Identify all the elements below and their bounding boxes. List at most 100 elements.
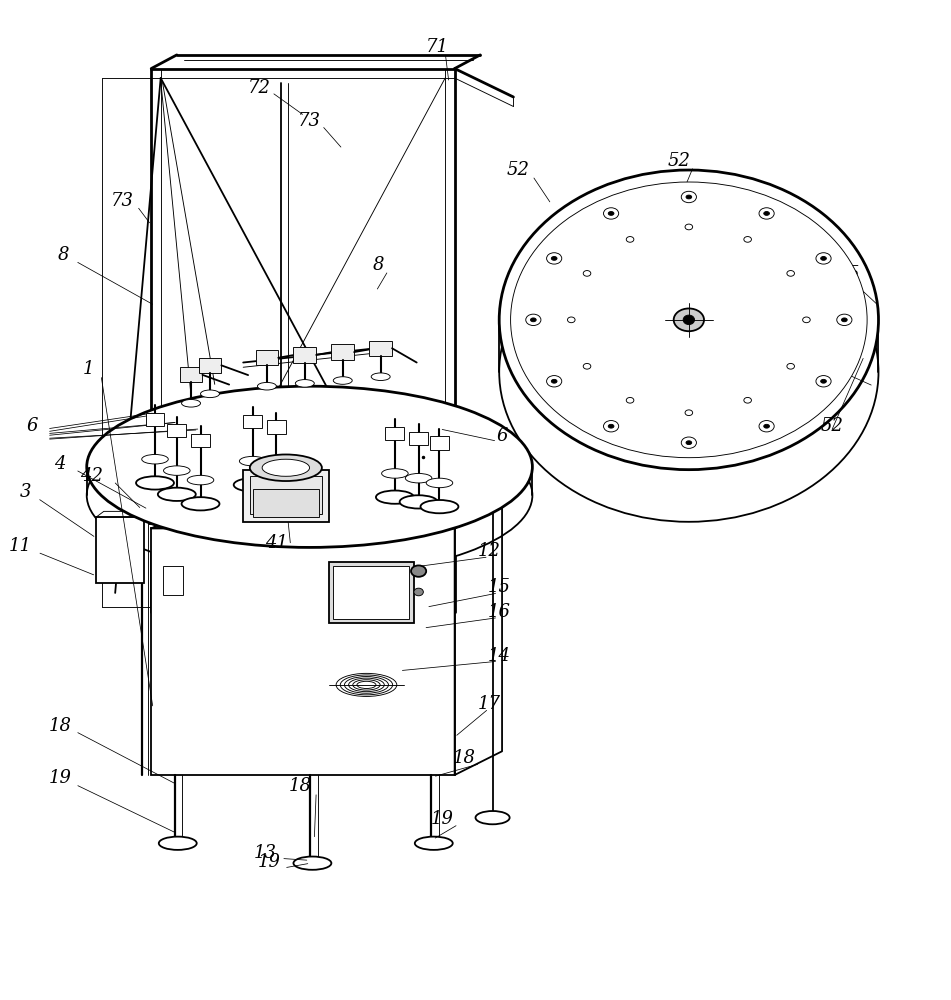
- Ellipse shape: [499, 222, 879, 522]
- Ellipse shape: [262, 459, 310, 476]
- Ellipse shape: [604, 208, 619, 219]
- Ellipse shape: [685, 410, 692, 416]
- Text: 14: 14: [488, 647, 511, 665]
- Text: 71: 71: [426, 38, 449, 56]
- Ellipse shape: [604, 421, 619, 432]
- Bar: [328, 562, 414, 623]
- Ellipse shape: [816, 253, 831, 264]
- Ellipse shape: [842, 318, 847, 322]
- Ellipse shape: [552, 379, 557, 383]
- Bar: [180, 367, 203, 382]
- Ellipse shape: [420, 500, 458, 513]
- Ellipse shape: [744, 237, 751, 242]
- Ellipse shape: [240, 456, 266, 466]
- Ellipse shape: [258, 382, 277, 390]
- Ellipse shape: [547, 376, 562, 387]
- Bar: [253, 489, 319, 517]
- Ellipse shape: [837, 314, 852, 326]
- Ellipse shape: [87, 386, 533, 547]
- Ellipse shape: [142, 454, 168, 464]
- Bar: [409, 432, 428, 445]
- Ellipse shape: [414, 588, 423, 596]
- Ellipse shape: [201, 390, 220, 398]
- Ellipse shape: [399, 495, 437, 509]
- Bar: [163, 566, 184, 595]
- Bar: [167, 424, 186, 437]
- Ellipse shape: [476, 811, 510, 824]
- Bar: [199, 358, 222, 373]
- Text: 5: 5: [847, 265, 859, 283]
- Ellipse shape: [159, 837, 197, 850]
- Text: 51: 51: [595, 421, 618, 439]
- Text: 13: 13: [254, 844, 277, 862]
- Text: 52: 52: [821, 417, 844, 435]
- Text: 19: 19: [49, 769, 71, 787]
- Text: 4: 4: [54, 455, 66, 473]
- Ellipse shape: [294, 857, 331, 870]
- Ellipse shape: [376, 491, 414, 504]
- Ellipse shape: [786, 363, 794, 369]
- Bar: [250, 476, 321, 514]
- Ellipse shape: [821, 257, 826, 260]
- Ellipse shape: [583, 363, 591, 369]
- Ellipse shape: [744, 397, 751, 403]
- Ellipse shape: [609, 424, 614, 428]
- Text: 17: 17: [478, 695, 501, 713]
- Bar: [146, 413, 165, 426]
- Ellipse shape: [405, 473, 432, 483]
- Ellipse shape: [627, 237, 634, 242]
- Text: 41: 41: [265, 534, 288, 552]
- Text: 52: 52: [507, 161, 530, 179]
- Ellipse shape: [333, 377, 352, 384]
- Bar: [267, 420, 286, 434]
- Text: 18: 18: [453, 749, 476, 767]
- Ellipse shape: [686, 441, 691, 445]
- Ellipse shape: [821, 379, 826, 383]
- Ellipse shape: [250, 454, 321, 481]
- Text: 6: 6: [26, 417, 37, 435]
- Bar: [256, 350, 279, 365]
- Ellipse shape: [547, 253, 562, 264]
- Ellipse shape: [258, 484, 296, 497]
- Bar: [331, 344, 354, 360]
- Ellipse shape: [816, 376, 831, 387]
- Ellipse shape: [583, 271, 591, 276]
- Ellipse shape: [415, 837, 453, 850]
- Bar: [148, 505, 172, 524]
- Text: 3: 3: [19, 483, 30, 501]
- Text: 18: 18: [288, 777, 312, 795]
- Bar: [243, 470, 328, 522]
- Text: 15: 15: [488, 578, 511, 596]
- Bar: [294, 347, 316, 363]
- Ellipse shape: [627, 397, 634, 403]
- Ellipse shape: [182, 497, 220, 510]
- Ellipse shape: [609, 212, 614, 215]
- Ellipse shape: [526, 314, 541, 326]
- Ellipse shape: [164, 466, 190, 475]
- Ellipse shape: [531, 318, 536, 322]
- Ellipse shape: [296, 380, 314, 387]
- Ellipse shape: [426, 478, 453, 488]
- Ellipse shape: [681, 191, 696, 203]
- Text: 72: 72: [248, 79, 271, 97]
- Text: 1: 1: [83, 360, 94, 378]
- Bar: [333, 566, 409, 619]
- Ellipse shape: [136, 476, 174, 490]
- Bar: [243, 415, 262, 428]
- Ellipse shape: [686, 195, 691, 199]
- Text: 73: 73: [111, 192, 134, 210]
- Ellipse shape: [381, 469, 408, 478]
- Text: 9: 9: [832, 354, 844, 372]
- Ellipse shape: [234, 478, 272, 491]
- Ellipse shape: [182, 399, 201, 407]
- Text: 19: 19: [258, 853, 281, 871]
- Ellipse shape: [759, 208, 774, 219]
- Ellipse shape: [764, 424, 769, 428]
- Ellipse shape: [499, 170, 879, 470]
- Text: 18: 18: [49, 717, 71, 735]
- Bar: [96, 517, 144, 583]
- Text: 11: 11: [9, 537, 31, 555]
- Ellipse shape: [786, 271, 794, 276]
- Ellipse shape: [511, 182, 867, 458]
- Ellipse shape: [263, 462, 290, 472]
